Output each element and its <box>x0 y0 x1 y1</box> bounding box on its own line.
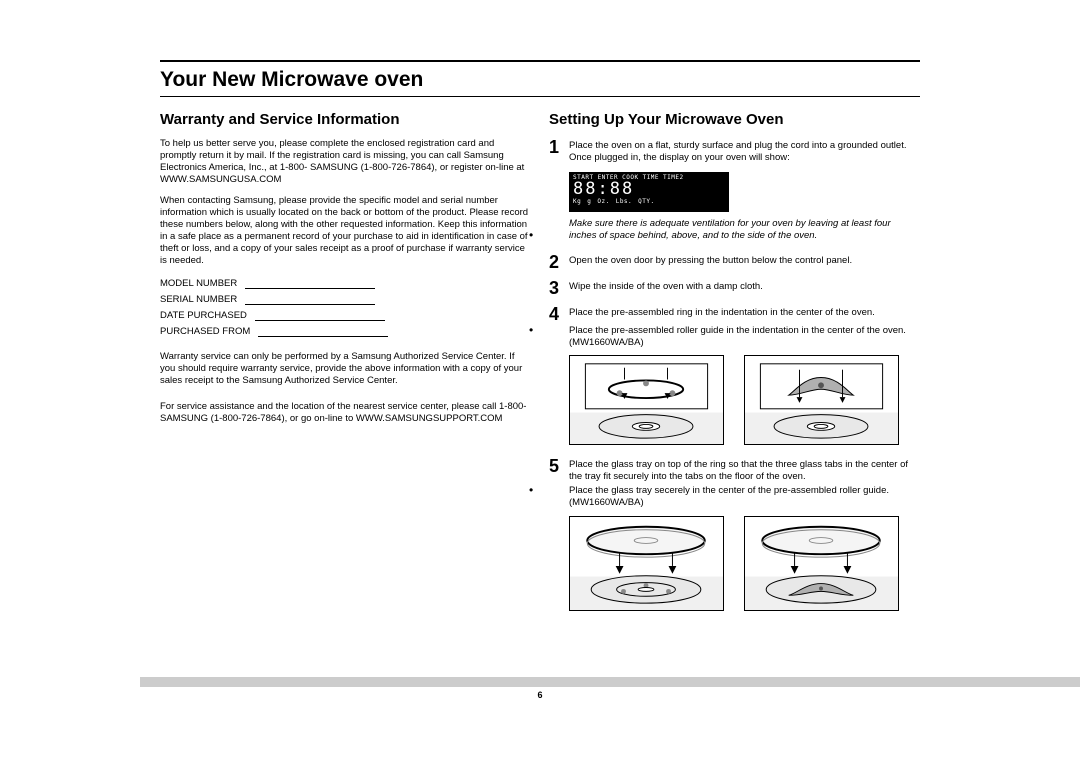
step-5-alt: Place the glass tray secerely in the cen… <box>569 485 920 509</box>
title-rule <box>160 96 920 97</box>
field-model: MODEL NUMBER <box>160 278 531 289</box>
blank-line <box>245 296 375 305</box>
top-rule <box>160 60 920 62</box>
step-1: 1 Place the oven on a flat, sturdy surfa… <box>549 138 920 164</box>
record-fields: MODEL NUMBER SERIAL NUMBER DATE PURCHASE… <box>160 278 531 337</box>
blank-line <box>258 328 388 337</box>
warranty-heading: Warranty and Service Information <box>160 111 531 128</box>
step-4-alt: Place the pre-assembled roller guide in … <box>569 325 920 349</box>
left-column: Warranty and Service Information To help… <box>160 111 531 623</box>
field-from: PURCHASED FROM <box>160 326 531 337</box>
field-serial: SERIAL NUMBER <box>160 294 531 305</box>
warranty-p4: For service assistance and the location … <box>160 401 531 425</box>
tray-illustration-b <box>744 516 899 611</box>
page-number: 6 <box>160 690 920 700</box>
ring-illustration-a <box>569 355 724 445</box>
right-column: Setting Up Your Microwave Oven 1 Place t… <box>549 111 920 623</box>
bullet-icon: • <box>529 228 533 242</box>
warranty-p1: To help us better serve you, please comp… <box>160 138 531 187</box>
oven-display-graphic: START ENTER COOK TIME TIME2 88:88 Kg g O… <box>569 172 729 212</box>
ring-illustrations <box>569 355 920 445</box>
step-5: 5 Place the glass tray on top of the rin… <box>549 457 920 483</box>
bullet-icon: • <box>529 323 533 337</box>
page-footer: 6 <box>160 677 920 700</box>
page-title: Your New Microwave oven <box>160 68 920 92</box>
tray-illustrations <box>569 516 920 611</box>
tray-illustration-a <box>569 516 724 611</box>
warranty-p2: When contacting Samsung, please provide … <box>160 195 531 268</box>
ventilation-note: Make sure there is adequate ventilation … <box>569 218 920 242</box>
blank-line <box>245 280 375 289</box>
step-3: 3 Wipe the inside of the oven with a dam… <box>549 279 920 297</box>
columns: Warranty and Service Information To help… <box>160 111 920 623</box>
footer-bar <box>140 677 1080 687</box>
step-4: 4 Place the pre-assembled ring in the in… <box>549 305 920 323</box>
manual-page: Your New Microwave oven Warranty and Ser… <box>160 60 920 700</box>
ring-illustration-b <box>744 355 899 445</box>
blank-line <box>255 312 385 321</box>
setup-heading: Setting Up Your Microwave Oven <box>549 111 920 128</box>
warranty-p3: Warranty service can only be performed b… <box>160 351 531 387</box>
field-date: DATE PURCHASED <box>160 310 531 321</box>
step-2: 2 Open the oven door by pressing the but… <box>549 253 920 271</box>
bullet-icon: • <box>529 483 533 497</box>
